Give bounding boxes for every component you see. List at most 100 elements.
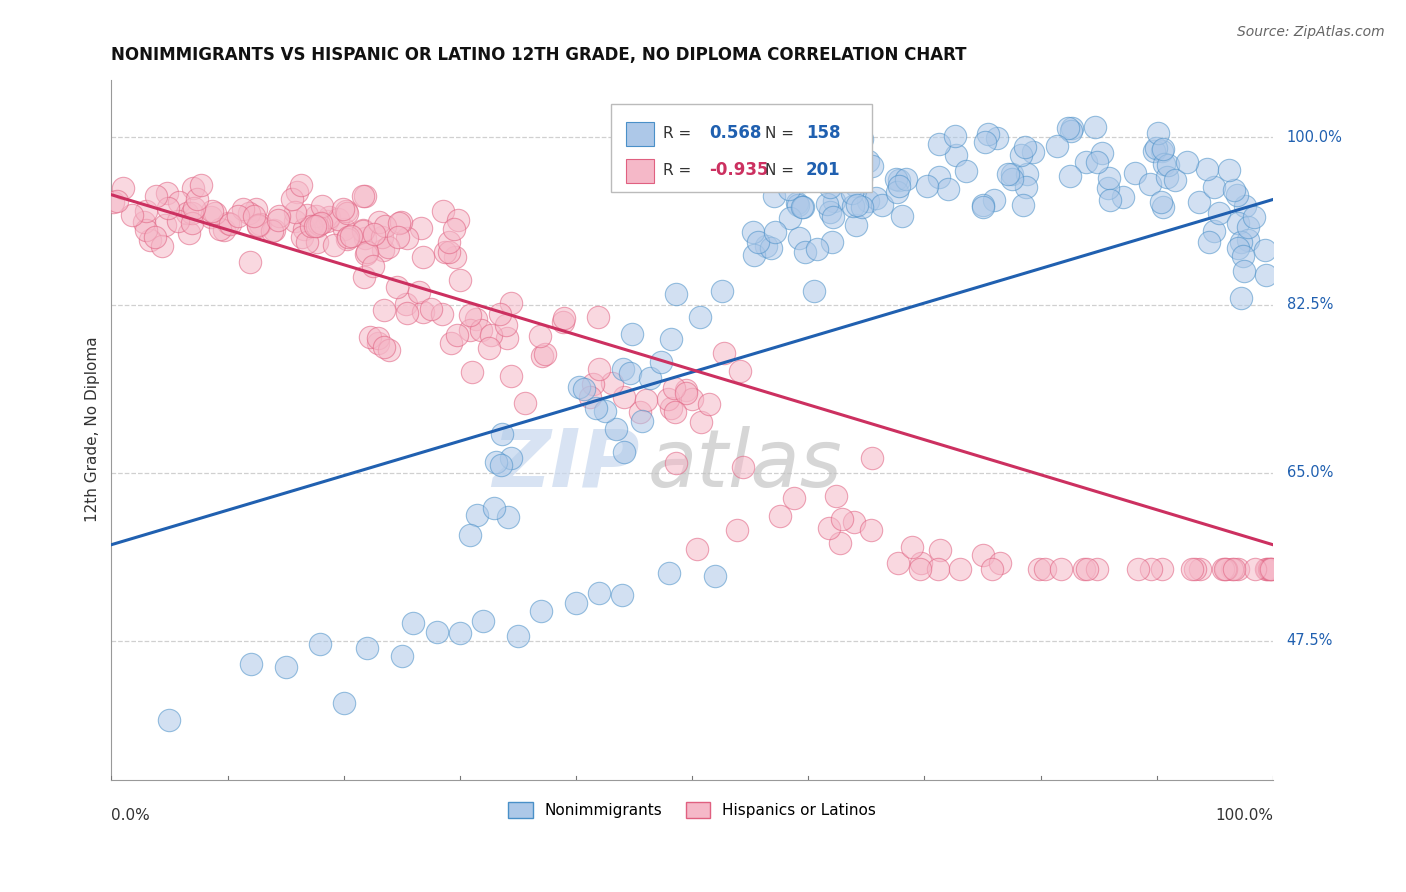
- Point: [1220, 562, 1243, 576]
- Point: [1232, 249, 1254, 263]
- Point: [156, 201, 179, 215]
- Point: [955, 163, 977, 178]
- Point: [449, 626, 471, 640]
- Point: [465, 311, 488, 326]
- Point: [322, 237, 344, 252]
- Point: [440, 336, 463, 351]
- Point: [101, 195, 124, 210]
- Point: [153, 218, 176, 232]
- Point: [297, 208, 319, 222]
- Point: [697, 397, 720, 411]
- Point: [359, 330, 381, 344]
- Text: R =: R =: [664, 163, 696, 178]
- Point: [472, 614, 495, 628]
- Point: [662, 381, 685, 395]
- Point: [305, 219, 328, 233]
- Point: [337, 229, 360, 244]
- Point: [204, 206, 226, 220]
- Point: [818, 520, 841, 534]
- Point: [943, 129, 966, 144]
- Text: 100.0%: 100.0%: [1215, 807, 1272, 822]
- Point: [681, 392, 703, 406]
- Point: [304, 219, 326, 233]
- Point: [479, 327, 502, 342]
- Point: [742, 225, 765, 239]
- Point: [1098, 193, 1121, 207]
- Point: [1033, 562, 1056, 576]
- Point: [762, 189, 785, 203]
- Point: [419, 301, 441, 316]
- Point: [860, 451, 883, 466]
- Point: [446, 328, 468, 343]
- Y-axis label: 12th Grade, No Diploma: 12th Grade, No Diploma: [86, 337, 100, 523]
- Point: [636, 393, 658, 408]
- Point: [1150, 195, 1173, 210]
- Point: [588, 586, 610, 600]
- Point: [1243, 210, 1265, 224]
- Point: [430, 307, 453, 321]
- Point: [619, 366, 641, 380]
- Text: N =: N =: [765, 163, 799, 178]
- Point: [402, 616, 425, 631]
- Point: [759, 241, 782, 255]
- Point: [498, 510, 520, 524]
- Point: [183, 201, 205, 215]
- Point: [650, 354, 672, 368]
- Text: ZIP: ZIP: [492, 425, 640, 504]
- Point: [928, 542, 950, 557]
- Point: [841, 165, 863, 179]
- Point: [910, 562, 932, 576]
- Point: [657, 392, 679, 406]
- Point: [1222, 562, 1244, 576]
- Point: [408, 285, 430, 299]
- Point: [217, 216, 239, 230]
- Point: [755, 239, 778, 253]
- Point: [579, 390, 602, 404]
- Point: [295, 235, 318, 250]
- Point: [901, 540, 924, 554]
- Point: [238, 206, 260, 220]
- Point: [444, 250, 467, 264]
- Point: [1181, 562, 1204, 576]
- Point: [307, 235, 329, 250]
- Point: [388, 216, 411, 230]
- Point: [565, 596, 588, 610]
- Point: [478, 341, 501, 355]
- Point: [176, 206, 198, 220]
- Point: [200, 210, 222, 224]
- Point: [593, 404, 616, 418]
- Text: atlas: atlas: [648, 425, 842, 504]
- Point: [409, 221, 432, 235]
- Point: [1074, 155, 1097, 169]
- Point: [783, 491, 806, 505]
- Point: [281, 192, 304, 206]
- Point: [212, 223, 235, 237]
- Point: [208, 222, 231, 236]
- Point: [910, 556, 932, 570]
- Point: [1098, 171, 1121, 186]
- Point: [845, 218, 868, 232]
- Point: [1015, 179, 1038, 194]
- Point: [588, 310, 610, 324]
- Point: [1139, 177, 1161, 191]
- Point: [437, 235, 460, 250]
- Point: [1189, 562, 1212, 576]
- Point: [309, 216, 332, 230]
- Point: [974, 135, 997, 149]
- Point: [887, 556, 910, 570]
- Point: [811, 165, 834, 179]
- Point: [318, 210, 340, 224]
- Bar: [626, 122, 654, 146]
- Text: 82.5%: 82.5%: [1286, 298, 1333, 312]
- Point: [1028, 562, 1050, 576]
- Point: [747, 235, 769, 249]
- Point: [831, 512, 853, 526]
- Point: [713, 346, 735, 360]
- Point: [135, 222, 157, 236]
- Point: [803, 284, 825, 298]
- Point: [1227, 562, 1250, 576]
- Point: [1010, 148, 1032, 162]
- Point: [387, 230, 409, 244]
- Point: [887, 173, 910, 187]
- Point: [529, 328, 551, 343]
